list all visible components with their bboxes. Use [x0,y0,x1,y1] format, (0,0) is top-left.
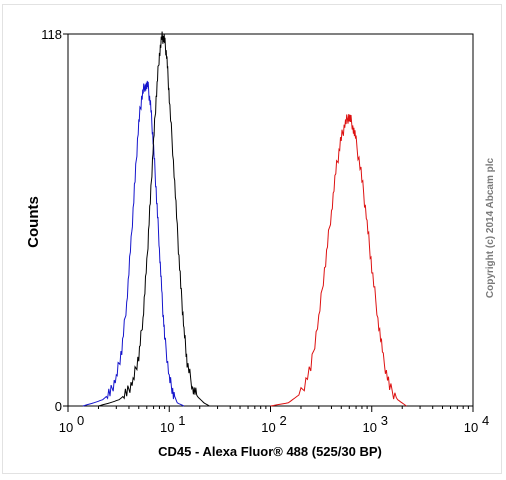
copyright-text: Copyright (c) 2014 Abcam plc [485,157,496,298]
plot-area [67,33,474,407]
y-axis-title: Counts [25,196,42,248]
x-tick-label: 10 [464,420,478,435]
histogram-series-1 [82,80,185,407]
x-tick-exponent: 0 [77,413,84,428]
histogram-series-3 [270,114,407,407]
x-tick-label: 10 [363,420,377,435]
x-tick-label: 10 [160,420,174,435]
x-tick-exponent: 3 [381,413,388,428]
x-axis-title: CD45 - Alexa Fluor® 488 (525/30 BP) [158,444,382,459]
series-group [82,31,407,407]
x-tick-exponent: 1 [178,413,185,428]
y-axis: 0 118 [41,27,68,414]
x-tick-exponent: 2 [280,413,287,428]
y-tick-label: 0 [55,399,62,414]
y-tick-label: 118 [41,27,62,42]
x-tick-label: 10 [261,420,275,435]
x-tick-label: 10 [59,420,73,435]
histogram-series-2 [98,31,210,407]
x-tick-exponent: 4 [482,413,489,428]
x-axis: 10 0 10 1 10 2 10 3 10 4 [59,406,489,435]
figure-frame [2,4,502,474]
